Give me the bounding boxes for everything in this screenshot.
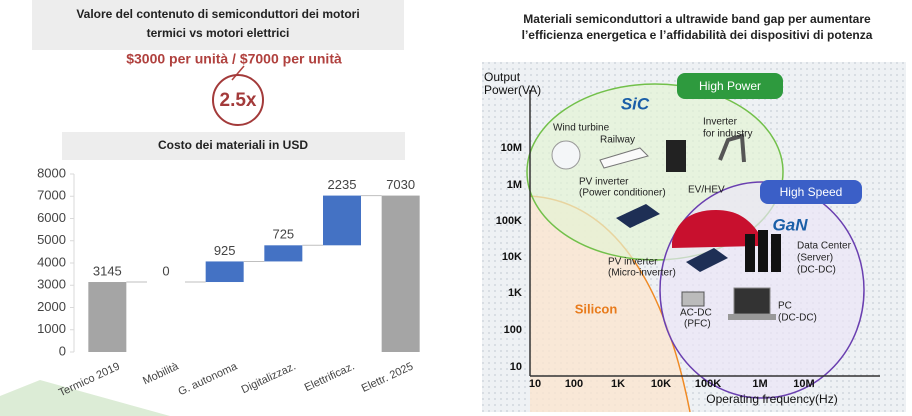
application-label: AC-DC bbox=[680, 308, 712, 319]
diagram-y-label: 100K bbox=[496, 215, 522, 227]
laptop-icon bbox=[728, 314, 776, 320]
y-axis-label: Output bbox=[484, 70, 521, 84]
diagram-x-label: 1M bbox=[752, 378, 767, 390]
diagram-y-label: 100 bbox=[504, 324, 522, 336]
diagram-x-label: 10M bbox=[793, 378, 814, 390]
inverter-icon bbox=[666, 140, 686, 172]
data-label: 925 bbox=[214, 243, 236, 258]
car-icon bbox=[672, 210, 758, 248]
y-tick-label: 7000 bbox=[37, 188, 66, 203]
data-label: 725 bbox=[272, 227, 294, 242]
y-tick-label: 5000 bbox=[37, 232, 66, 247]
application-label: PV inverter bbox=[608, 257, 658, 268]
bar bbox=[88, 282, 127, 352]
high-power-label: High Power bbox=[699, 79, 761, 93]
diagram-y-label: 1M bbox=[507, 179, 522, 191]
application-label: PV inverter bbox=[579, 177, 629, 188]
y-tick-label: 6000 bbox=[37, 210, 66, 225]
x-axis-label: Operating frequency(Hz) bbox=[706, 392, 837, 406]
x-tick-label: Elettr. 2025 bbox=[360, 360, 416, 394]
pointer bbox=[231, 65, 245, 81]
bar bbox=[381, 195, 420, 352]
diagram-x-label: 100K bbox=[695, 378, 721, 390]
server-icon bbox=[771, 234, 781, 272]
ratio: 2.5x bbox=[220, 90, 257, 111]
solar-panel-icon bbox=[616, 204, 660, 228]
train-icon bbox=[599, 147, 649, 169]
y-tick-label: 2000 bbox=[37, 299, 66, 314]
diagram-y-label: 10 bbox=[510, 361, 522, 373]
header-title: termici vs motori elettrici bbox=[147, 26, 290, 40]
silicon-region bbox=[530, 196, 690, 412]
adapter-icon bbox=[681, 291, 705, 307]
header-title: Valore del contenuto di semiconduttori d… bbox=[76, 7, 359, 21]
bar bbox=[264, 245, 303, 262]
x-tick-label: Termico 2019 bbox=[57, 360, 122, 399]
diagram-y-label: 10K bbox=[502, 251, 522, 263]
silicon-label: Silicon bbox=[575, 301, 618, 316]
diagram-title: Materiali semiconduttori a ultrawide ban… bbox=[523, 12, 871, 26]
solar-panel-icon bbox=[686, 248, 728, 272]
application-label: Railway bbox=[600, 135, 635, 146]
highlight: $3000 per unità / $7000 per unità bbox=[126, 51, 342, 67]
chart-title-box bbox=[62, 132, 405, 160]
bar bbox=[205, 261, 244, 283]
application-label: EV/HEV bbox=[688, 185, 725, 196]
application-label: (Server) bbox=[797, 253, 833, 264]
y-tick-label: 4000 bbox=[37, 254, 66, 269]
application-label: (DC-DC) bbox=[778, 313, 817, 324]
application-label: for industry bbox=[703, 129, 752, 140]
waterfall-chart: 0 1000 2000 3000 4000 5000 6000 7000 8000 3145 Ter… bbox=[37, 165, 420, 399]
diagram-x-label: 100 bbox=[565, 378, 583, 390]
header-box bbox=[32, 0, 404, 50]
diagram-y-label: 10M bbox=[501, 142, 522, 154]
x-tick-label: Mobilità bbox=[141, 360, 181, 387]
diagram-x-label: 10 bbox=[529, 378, 541, 390]
data-label: 2235 bbox=[328, 177, 357, 192]
chart-title: Costo dei materiali in USD bbox=[158, 138, 308, 152]
application-label: PC bbox=[778, 301, 792, 312]
diagram-title: l’efficienza energetica e l’affidabilità… bbox=[522, 28, 873, 42]
application-label: Inverter bbox=[703, 117, 738, 128]
decoration bbox=[0, 380, 170, 416]
x-tick-label: Digitalizzaz. bbox=[240, 360, 298, 396]
diagram-y-label: 1K bbox=[508, 287, 522, 299]
application-label: (Micro-inverter) bbox=[608, 268, 676, 279]
bar bbox=[323, 195, 361, 246]
diagram-labels: Wind turbine Railway Inverter for indust… bbox=[553, 117, 852, 330]
data-label: 7030 bbox=[386, 177, 415, 192]
wind-turbine-icon bbox=[551, 140, 581, 170]
application-label: (PFC) bbox=[684, 319, 711, 330]
sic-label: SiC bbox=[621, 94, 650, 113]
x-tick-label: Elettrificaz. bbox=[303, 360, 357, 394]
laptop-icon bbox=[733, 287, 771, 315]
diagram-x-label: 1K bbox=[611, 378, 625, 390]
y-tick-label: 0 bbox=[59, 343, 66, 358]
y-tick-label: 3000 bbox=[37, 277, 66, 292]
application-label: Data Center bbox=[797, 241, 852, 252]
y-axis-label: Power(VA) bbox=[484, 83, 541, 97]
ratio-circle bbox=[212, 74, 264, 126]
x-tick-label: G. autonoma bbox=[176, 360, 240, 398]
robot-icon bbox=[718, 133, 746, 163]
diagram-x-label: 10K bbox=[651, 378, 671, 390]
y-tick-label: 1000 bbox=[37, 321, 66, 336]
gan-label: GaN bbox=[773, 215, 809, 234]
server-icon bbox=[745, 234, 755, 272]
high-speed-label: High Speed bbox=[780, 185, 843, 199]
server-icon bbox=[758, 230, 768, 272]
data-label: 3145 bbox=[93, 263, 122, 278]
application-label: Wind turbine bbox=[553, 123, 610, 134]
y-tick-label: 8000 bbox=[37, 165, 66, 180]
diagram-axis-labels: 10M 1M 100K 10K 1K 100 10 10 100 1K 10K 100K 1M 10M bbox=[496, 142, 815, 390]
data-label: 0 bbox=[162, 263, 169, 278]
application-label: (DC-DC) bbox=[797, 265, 836, 276]
high-power-box bbox=[677, 73, 783, 99]
high-speed-box bbox=[760, 180, 862, 204]
application-label: (Power conditioner) bbox=[579, 188, 666, 199]
